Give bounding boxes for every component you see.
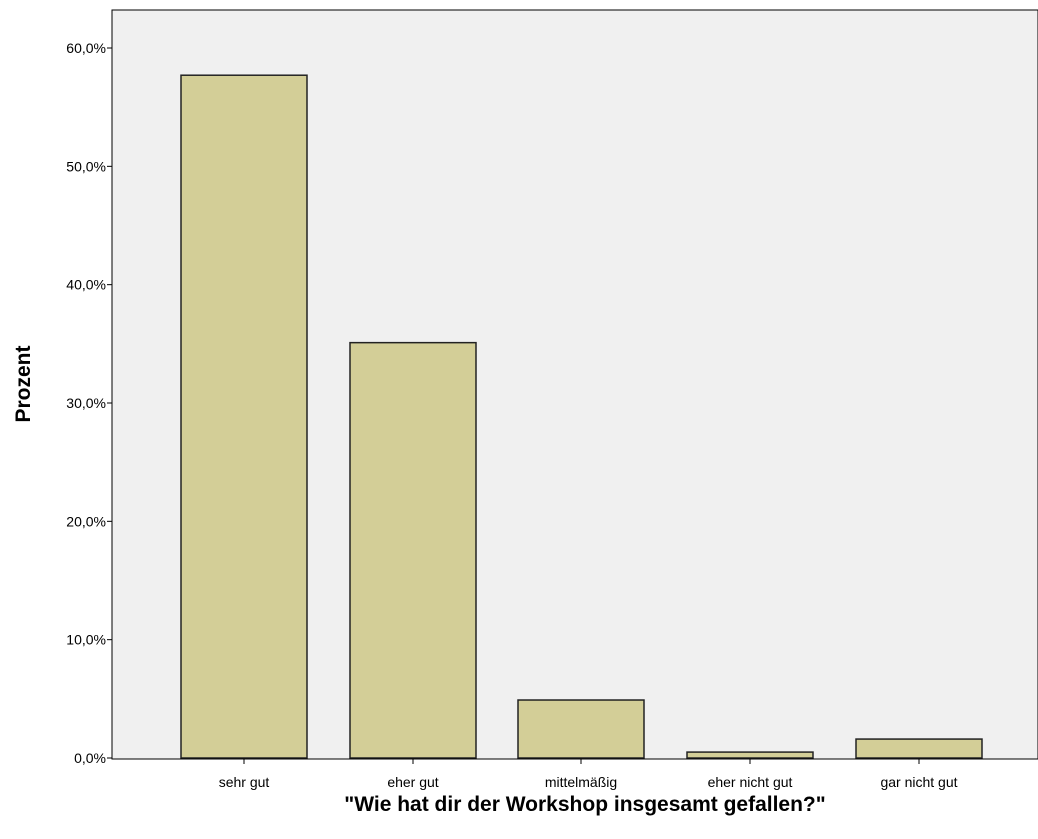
x-tick-label: eher gut [387,774,438,790]
bar-eher-gut [349,341,477,759]
y-axis-title: Prozent [12,345,35,422]
bar-gar-nicht-gut [855,738,983,759]
bar-eher-nicht-gut [686,751,814,759]
bars-layer [180,74,983,759]
x-tick-label: mittelmäßig [545,774,617,790]
y-tick-label: 20,0% [66,513,106,529]
x-axis-title: "Wie hat dir der Workshop insgesamt gefa… [344,793,825,816]
y-tick-label: 50,0% [66,158,106,174]
y-tick-label: 0,0% [74,750,106,766]
x-tick-label: eher nicht gut [708,774,793,790]
y-tick-label: 10,0% [66,632,106,648]
bar-mittelmäßig [517,699,645,759]
x-tick-label: sehr gut [219,774,270,790]
x-tick-label: gar nicht gut [880,774,957,790]
y-tick-label: 40,0% [66,277,106,293]
x-axis: sehr gut eher gut mittelmäßig eher nicht gu… [112,758,1038,790]
y-tick-label: 30,0% [66,395,106,411]
y-axis: 0,0% 10,0% 20,0% 30,0% 40,0% 50,0% 60,0% [66,40,112,766]
y-tick-label: 60,0% [66,40,106,56]
bar-sehr-gut [180,74,308,759]
